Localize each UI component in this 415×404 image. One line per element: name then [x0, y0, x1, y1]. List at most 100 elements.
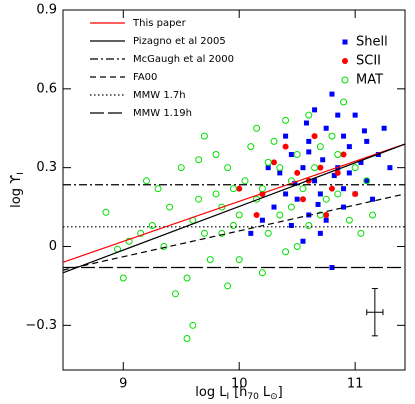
point — [166, 203, 174, 211]
point — [305, 221, 313, 229]
legend-label: MMW 1.19h — [133, 108, 192, 119]
point — [300, 238, 306, 244]
point — [154, 185, 162, 193]
y-tick-label: −0.3 — [25, 318, 57, 333]
x-tick-label: 10 — [231, 377, 248, 392]
point — [265, 165, 271, 171]
y-tick-label: 0.3 — [36, 160, 57, 175]
point — [299, 185, 307, 193]
point — [264, 158, 272, 166]
point — [276, 211, 284, 219]
x-label-part: log L — [195, 385, 227, 400]
point — [229, 185, 237, 193]
legend-marker — [342, 39, 348, 45]
legend-label: FA00 — [133, 72, 157, 83]
point — [160, 242, 168, 250]
x-label-part: ] — [278, 385, 283, 400]
y-tick-label: 0.6 — [36, 81, 57, 96]
point — [340, 151, 347, 158]
point — [247, 143, 255, 151]
point — [241, 177, 249, 185]
point — [364, 138, 370, 144]
point — [358, 159, 364, 165]
point — [248, 230, 254, 236]
point — [258, 269, 266, 277]
y-label-part: I — [16, 172, 26, 175]
point — [346, 170, 352, 176]
point — [218, 203, 226, 211]
point — [334, 190, 342, 198]
point — [370, 196, 376, 202]
point — [294, 196, 300, 202]
point — [218, 229, 226, 237]
point — [334, 151, 342, 159]
point — [171, 290, 179, 298]
point — [271, 204, 277, 210]
point — [195, 195, 203, 203]
point — [183, 334, 191, 342]
point — [323, 211, 330, 218]
point — [137, 229, 145, 237]
legend-label: MAT — [356, 73, 383, 88]
point — [293, 242, 301, 250]
x-tick-label: 9 — [119, 377, 127, 392]
y-label-part: log ϒ — [9, 175, 24, 208]
legend-label: This paper — [132, 18, 187, 29]
point — [331, 173, 337, 179]
point — [381, 125, 387, 131]
point — [341, 133, 347, 139]
point — [346, 144, 352, 150]
point — [259, 217, 265, 223]
point — [323, 217, 329, 223]
point — [303, 120, 309, 126]
point — [363, 177, 371, 185]
legend-label: McGaugh et al 2000 — [133, 54, 234, 65]
point — [329, 91, 335, 97]
point — [283, 191, 289, 197]
point — [369, 211, 377, 219]
fit-line — [62, 143, 406, 274]
y-axis-label: log ϒI — [9, 172, 26, 208]
point — [277, 170, 283, 176]
x-label-part: L — [263, 385, 271, 400]
point — [317, 191, 323, 197]
point — [183, 274, 191, 282]
plot-frame — [62, 9, 406, 371]
point — [364, 178, 370, 184]
point — [235, 211, 243, 219]
point — [312, 178, 318, 184]
fit-line — [62, 143, 406, 263]
x-label-part: I — [226, 392, 229, 402]
point — [224, 164, 232, 172]
point — [315, 201, 321, 207]
point — [235, 256, 243, 264]
point — [328, 185, 335, 192]
point — [351, 164, 359, 172]
point — [320, 157, 326, 163]
point — [352, 112, 358, 118]
point — [270, 159, 277, 166]
point — [361, 128, 367, 134]
legend-label: Pizagno et al 2005 — [133, 36, 226, 47]
point — [229, 221, 237, 229]
point — [311, 133, 318, 140]
point — [329, 265, 335, 271]
point — [305, 111, 313, 119]
point — [282, 248, 290, 256]
point — [300, 165, 306, 171]
point — [258, 185, 266, 193]
point — [340, 98, 348, 106]
point — [334, 169, 341, 176]
legend-marker — [341, 76, 349, 84]
point — [345, 216, 353, 224]
legend-marker — [342, 58, 348, 64]
point — [283, 133, 289, 139]
point — [316, 211, 324, 219]
legend-label: Shell — [356, 35, 388, 50]
point — [322, 195, 330, 203]
point — [294, 169, 301, 176]
point — [224, 282, 232, 290]
point — [292, 180, 298, 186]
point — [236, 185, 243, 192]
point — [323, 125, 329, 131]
